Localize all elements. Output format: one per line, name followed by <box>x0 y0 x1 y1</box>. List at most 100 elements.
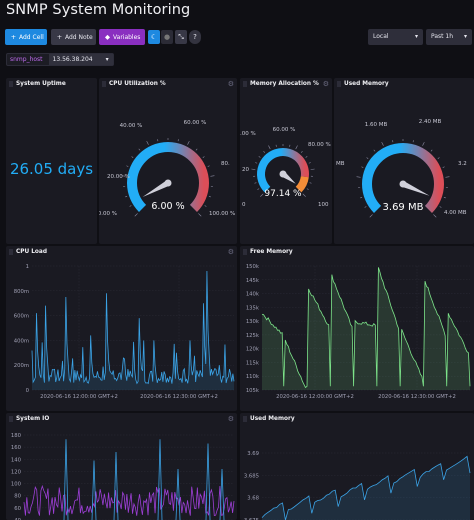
fullscreen-icon[interactable]: ⤡ <box>175 30 187 44</box>
cpu-load-graph: 1 800m 600m 400m 200m 0 2020-06-16 12:00:00 GM… <box>14 264 235 400</box>
free-memory-graph: 150k 145k 140k 135k 130k 125k 120k 115k 110k 105k… <box>246 264 471 400</box>
gauge-tick <box>306 188 309 190</box>
gauge-arc <box>127 142 209 212</box>
gauge-tick-label: 20 <box>242 167 249 173</box>
y-tick-label: 60 <box>14 506 21 512</box>
gauge-tick <box>295 145 298 150</box>
variable-value-dropdown[interactable]: 13.56.38.204 ▾ <box>48 54 113 65</box>
add-cell-button[interactable]: + Add Cell <box>5 29 47 45</box>
gauge-tick <box>260 193 264 197</box>
page-title: SNMP System Monitoring <box>6 2 191 18</box>
y-tick-label: 130k <box>246 319 260 325</box>
gauge-tick <box>422 141 425 146</box>
gauge-tick <box>439 206 442 208</box>
gauge-tick-label: 60.00 % <box>184 120 207 126</box>
gauge-tick-label: 60.00 % <box>273 127 296 133</box>
gauge-tick-label: 100 <box>318 202 329 208</box>
gauge-tick-label: 4.00 MB <box>444 210 467 216</box>
gauge-tick <box>366 157 369 159</box>
drag-handle-icon[interactable] <box>9 249 13 255</box>
cell-system-io: System IO⚙ 180160140120100806040 <box>6 413 237 520</box>
memory-allocation-gauge: 0 20 .00 % 60.00 % 80.00 % 100 97.14 % <box>240 127 331 208</box>
gauge-tick <box>308 162 311 164</box>
gauge-tick <box>302 193 306 197</box>
gauge-tick <box>443 197 446 199</box>
y-tick-label: 40 <box>14 518 21 520</box>
y-tick-label: 115k <box>246 360 260 366</box>
gauge-tick <box>204 205 207 207</box>
gear-icon[interactable]: ⚙ <box>227 248 234 256</box>
series-area <box>32 270 234 390</box>
add-note-button[interactable]: + Add Note <box>51 29 96 45</box>
drag-handle-icon[interactable] <box>102 81 106 87</box>
y-tick-label: 180 <box>11 433 22 439</box>
gauge-tick <box>134 213 138 217</box>
gauge-tick <box>255 162 258 164</box>
gauge-tick-label: MB <box>336 161 345 167</box>
time-range-dropdown[interactable]: Past 1h ▾ <box>426 29 472 45</box>
dark-mode-toggle-icon[interactable]: ☾ <box>148 30 160 44</box>
uptime-value: 26.05 days <box>9 160 94 178</box>
gauge-tick <box>202 156 205 158</box>
gauge-needle-hub <box>399 180 407 188</box>
y-tick-label: 1 <box>26 264 29 270</box>
x-tick-label: 2020-06-16 12:30:00 GMT+2 <box>378 394 456 400</box>
y-tick-label: 120k <box>246 347 260 353</box>
y-tick-label: 110k <box>246 374 260 380</box>
gauge-tick <box>268 145 271 150</box>
drag-handle-icon[interactable] <box>243 416 247 422</box>
x-tick-label: 2020-06-16 12:00:00 GMT+2 <box>40 394 118 400</box>
series-line <box>261 267 471 389</box>
series-area <box>262 456 470 520</box>
gear-icon[interactable]: ⚙ <box>227 80 234 88</box>
cell-cpu-utilization: CPU Utilization % ⚙ 0.00 % 20.00 % 40.00 % 6… <box>99 78 237 244</box>
x-tick-label: 2020-06-16 12:30:00 GMT+2 <box>140 394 218 400</box>
drag-handle-icon[interactable] <box>243 81 247 87</box>
cell-memory-allocation: Memory Allocation % ⚙ 0 20.00 % 60.00 % 80.0… <box>240 78 332 244</box>
gear-icon[interactable]: ⚙ <box>227 415 234 423</box>
y-tick-label: 105k <box>246 388 260 394</box>
dashboard-toolbar: + Add Cell + Add Note ◆ Variables ☾ ● ⤡ ? L… <box>0 28 474 48</box>
gauge-needle <box>401 181 430 196</box>
plus-icon: + <box>56 33 63 41</box>
y-tick-label: 200m <box>14 363 29 369</box>
gauge-tick <box>356 176 361 178</box>
gauge-tick-label: .00 % <box>240 131 256 137</box>
gauge-tick <box>430 149 433 152</box>
chevron-down-icon: ▾ <box>414 33 418 40</box>
drag-handle-icon[interactable] <box>9 416 13 422</box>
gauge-tick-label: 80. <box>221 161 230 167</box>
gauge-tick <box>381 141 384 146</box>
light-mode-toggle-icon[interactable]: ● <box>161 30 173 44</box>
y-tick-label: 3.685 <box>244 473 259 479</box>
y-tick-label: 120 <box>11 469 22 475</box>
help-icon[interactable]: ? <box>189 30 201 44</box>
gauge-needle <box>142 180 170 197</box>
gauge-tick <box>305 156 308 158</box>
used-memory-gauge: MB 1.60 MB 2.40 MB 3.2 4.00 MB 3.69 MB <box>336 119 467 218</box>
gauge-tick <box>445 176 450 178</box>
variable-selector[interactable]: snmp_host 13.56.38.204 ▾ <box>6 53 114 66</box>
drag-handle-icon[interactable] <box>243 249 247 255</box>
gauge-tick <box>373 149 376 152</box>
y-tick-label: 400m <box>14 338 29 344</box>
drag-handle-icon[interactable] <box>9 81 13 87</box>
gauge-tick <box>208 196 211 198</box>
timezone-dropdown[interactable]: Local ▾ <box>368 29 423 45</box>
gauge-arc <box>362 143 444 213</box>
y-tick-label: 140k <box>246 292 260 298</box>
gauge-tick <box>369 214 373 218</box>
gauge-tick <box>310 168 315 170</box>
gauge-tick <box>442 166 445 168</box>
y-tick-label: 125k <box>246 333 260 339</box>
gear-icon[interactable]: ⚙ <box>322 80 329 88</box>
plus-icon: + <box>10 33 17 41</box>
drag-handle-icon[interactable] <box>337 81 341 87</box>
gauge-tick <box>195 148 198 151</box>
y-tick-label: 140 <box>11 457 22 463</box>
y-tick-label: 145k <box>246 278 260 284</box>
variables-button[interactable]: ◆ Variables <box>99 29 145 45</box>
gauge-tick <box>258 156 261 158</box>
gauge-tick <box>433 214 437 218</box>
